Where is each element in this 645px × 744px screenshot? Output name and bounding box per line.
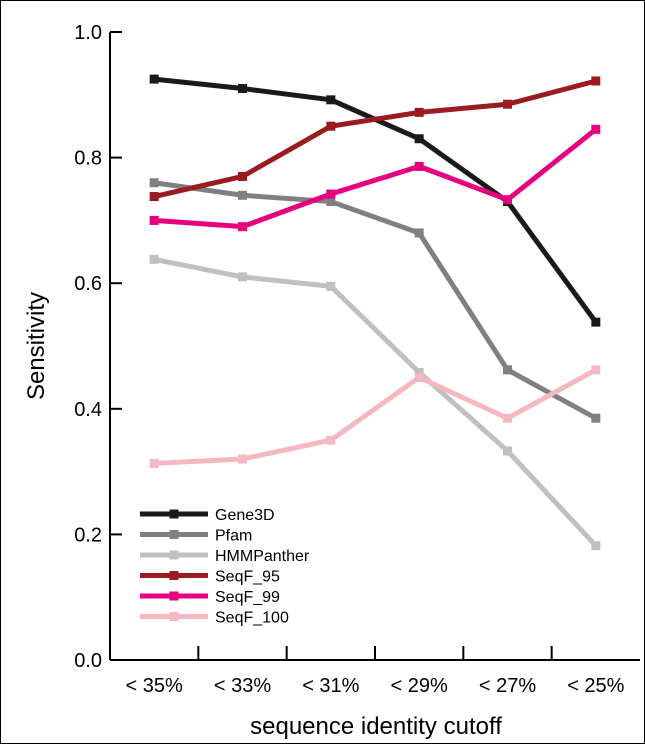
axes: 0.0 0.2 0.4 0.6 0.8 1.0 < 35% < 33% < 31% < 29% < … [74, 22, 640, 697]
legend-label: SeqF_99 [215, 589, 280, 606]
data-point [149, 74, 159, 84]
data-point [238, 272, 247, 282]
x-tick-label: < 29% [391, 675, 448, 697]
x-tick-label: < 31% [302, 675, 359, 697]
legend-swatch-marker [169, 591, 179, 601]
series-line [153, 180, 598, 421]
data-point [414, 134, 424, 144]
legend-item: Gene3D [140, 507, 275, 524]
data-point [503, 446, 512, 456]
legend-swatch-marker [169, 509, 179, 519]
y-tick-label: 0.0 [74, 650, 102, 672]
data-point [326, 189, 336, 199]
y-tick-label: 0.6 [74, 273, 102, 295]
legend: Gene3D Pfam HMMPanther SeqF_95 SeqF_99 SeqF_1… [140, 507, 310, 627]
legend-label: Pfam [215, 528, 252, 545]
data-point [326, 197, 336, 207]
y-axis-title: Sensitivity [23, 292, 50, 400]
x-tick-label: < 25% [567, 675, 624, 697]
series-line [153, 127, 598, 230]
data-point [149, 254, 159, 264]
legend-swatch-marker [169, 530, 179, 539]
legend-item: HMMPanther [140, 548, 310, 565]
legend-label: SeqF_100 [215, 610, 289, 627]
y-tick-label: 1.0 [74, 22, 102, 44]
series-layer [149, 74, 601, 551]
data-point [238, 454, 247, 464]
x-tick-label: < 33% [214, 675, 271, 697]
data-point [591, 541, 601, 551]
x-tick-label: < 27% [479, 675, 536, 697]
data-point [326, 95, 336, 105]
data-point [238, 190, 247, 200]
x-tick-label: < 35% [126, 675, 183, 697]
data-point [591, 124, 601, 134]
legend-swatch-marker [169, 612, 179, 621]
series-hmmpanther [149, 254, 601, 551]
data-point [414, 107, 424, 117]
data-point [414, 228, 424, 238]
series-gene3d [149, 74, 601, 327]
data-point [414, 161, 424, 171]
data-point [149, 215, 159, 225]
data-point [326, 121, 336, 131]
data-point [503, 413, 512, 423]
legend-label: SeqF_95 [215, 569, 280, 586]
data-point [503, 99, 512, 109]
data-point [149, 178, 159, 188]
legend-swatch-marker [169, 571, 179, 580]
series-seqf-95 [149, 76, 601, 202]
series-seqf-99 [149, 124, 601, 232]
series-line [153, 78, 597, 199]
legend-item: SeqF_95 [140, 569, 280, 586]
data-point [326, 281, 336, 291]
data-point [149, 192, 159, 202]
series-line [153, 76, 598, 324]
data-point [414, 372, 424, 382]
data-point [238, 84, 247, 94]
y-tick-label: 0.2 [74, 524, 102, 546]
legend-item: Pfam [140, 528, 252, 545]
y-tick-label: 0.4 [74, 399, 102, 421]
data-point [591, 317, 601, 327]
data-point [414, 367, 424, 377]
data-point [149, 458, 159, 468]
data-point [591, 76, 601, 86]
data-point [503, 195, 512, 205]
legend-item: SeqF_99 [140, 589, 280, 606]
data-point [503, 365, 512, 375]
data-point [591, 365, 601, 375]
series-line [153, 256, 598, 548]
series-seqf-100 [149, 365, 601, 468]
series-line [154, 367, 598, 466]
legend-item: SeqF_100 [140, 610, 289, 627]
data-point [238, 222, 247, 232]
x-axis-title: sequence identity cutoff [250, 713, 502, 740]
legend-swatch-marker [169, 550, 179, 560]
legend-label: Gene3D [215, 507, 275, 524]
series-pfam [149, 178, 601, 423]
data-point [591, 413, 601, 423]
data-point [238, 171, 247, 181]
data-point [326, 435, 336, 445]
legend-label: HMMPanther [215, 548, 310, 565]
y-tick-label: 0.8 [74, 148, 102, 170]
